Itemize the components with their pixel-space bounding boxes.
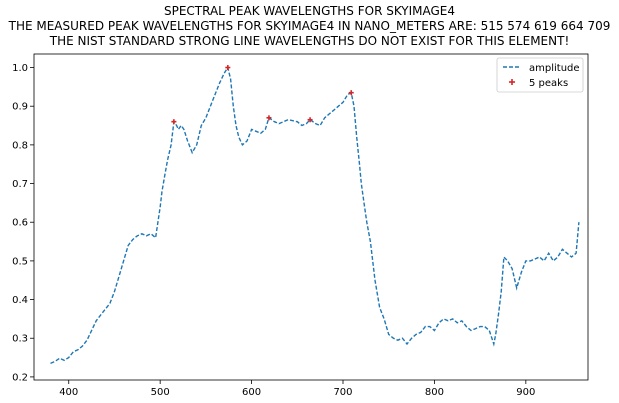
y-tick-label: 0.3 — [12, 334, 28, 345]
peak-markers — [171, 65, 354, 125]
y-tick-label: 0.6 — [12, 218, 28, 229]
chart-title: SPECTRAL PEAK WAVELENGTHS FOR SKYIMAGE4 — [163, 4, 456, 18]
y-tick-label: 1.0 — [12, 63, 28, 74]
chart-subtitle-peaks: THE MEASURED PEAK WAVELENGTHS FOR SKYIMA… — [8, 19, 611, 33]
x-tick-label: 600 — [242, 387, 261, 398]
legend-swatch-peaks — [509, 79, 515, 85]
peak-marker — [225, 65, 231, 71]
plot-frame — [33, 53, 589, 381]
peak-marker — [307, 117, 313, 123]
chart-title-block: SPECTRAL PEAK WAVELENGTHS FOR SKYIMAGE4 … — [0, 4, 619, 49]
y-tick-label: 0.2 — [12, 372, 28, 383]
series-line-amplitude — [50, 65, 580, 365]
peak-marker — [266, 115, 272, 121]
legend: amplitude 5 peaks — [496, 57, 584, 93]
x-tick-label: 400 — [59, 387, 78, 398]
y-tick-label: 0.7 — [12, 179, 28, 190]
x-tick-label: 500 — [151, 387, 170, 398]
chart-subtitle-nist: THE NIST STANDARD STRONG LINE WAVELENGTH… — [49, 34, 570, 48]
y-tick-label: 0.5 — [12, 256, 28, 267]
x-tick-label: 800 — [425, 387, 444, 398]
peak-marker — [171, 119, 177, 125]
legend-label-peaks: 5 peaks — [529, 78, 568, 89]
x-axis: 400 500 600 700 800 900 — [59, 380, 535, 398]
x-tick-label: 700 — [333, 387, 352, 398]
y-tick-label: 0.4 — [12, 295, 28, 306]
y-tick-label: 0.9 — [12, 102, 28, 113]
y-axis: 0.2 0.3 0.4 0.5 0.6 0.7 0.8 0.9 1.0 — [12, 63, 34, 383]
legend-label-amplitude: amplitude — [529, 63, 580, 74]
y-tick-label: 0.8 — [12, 140, 28, 151]
x-tick-label: 900 — [516, 387, 535, 398]
peak-marker — [348, 90, 354, 96]
